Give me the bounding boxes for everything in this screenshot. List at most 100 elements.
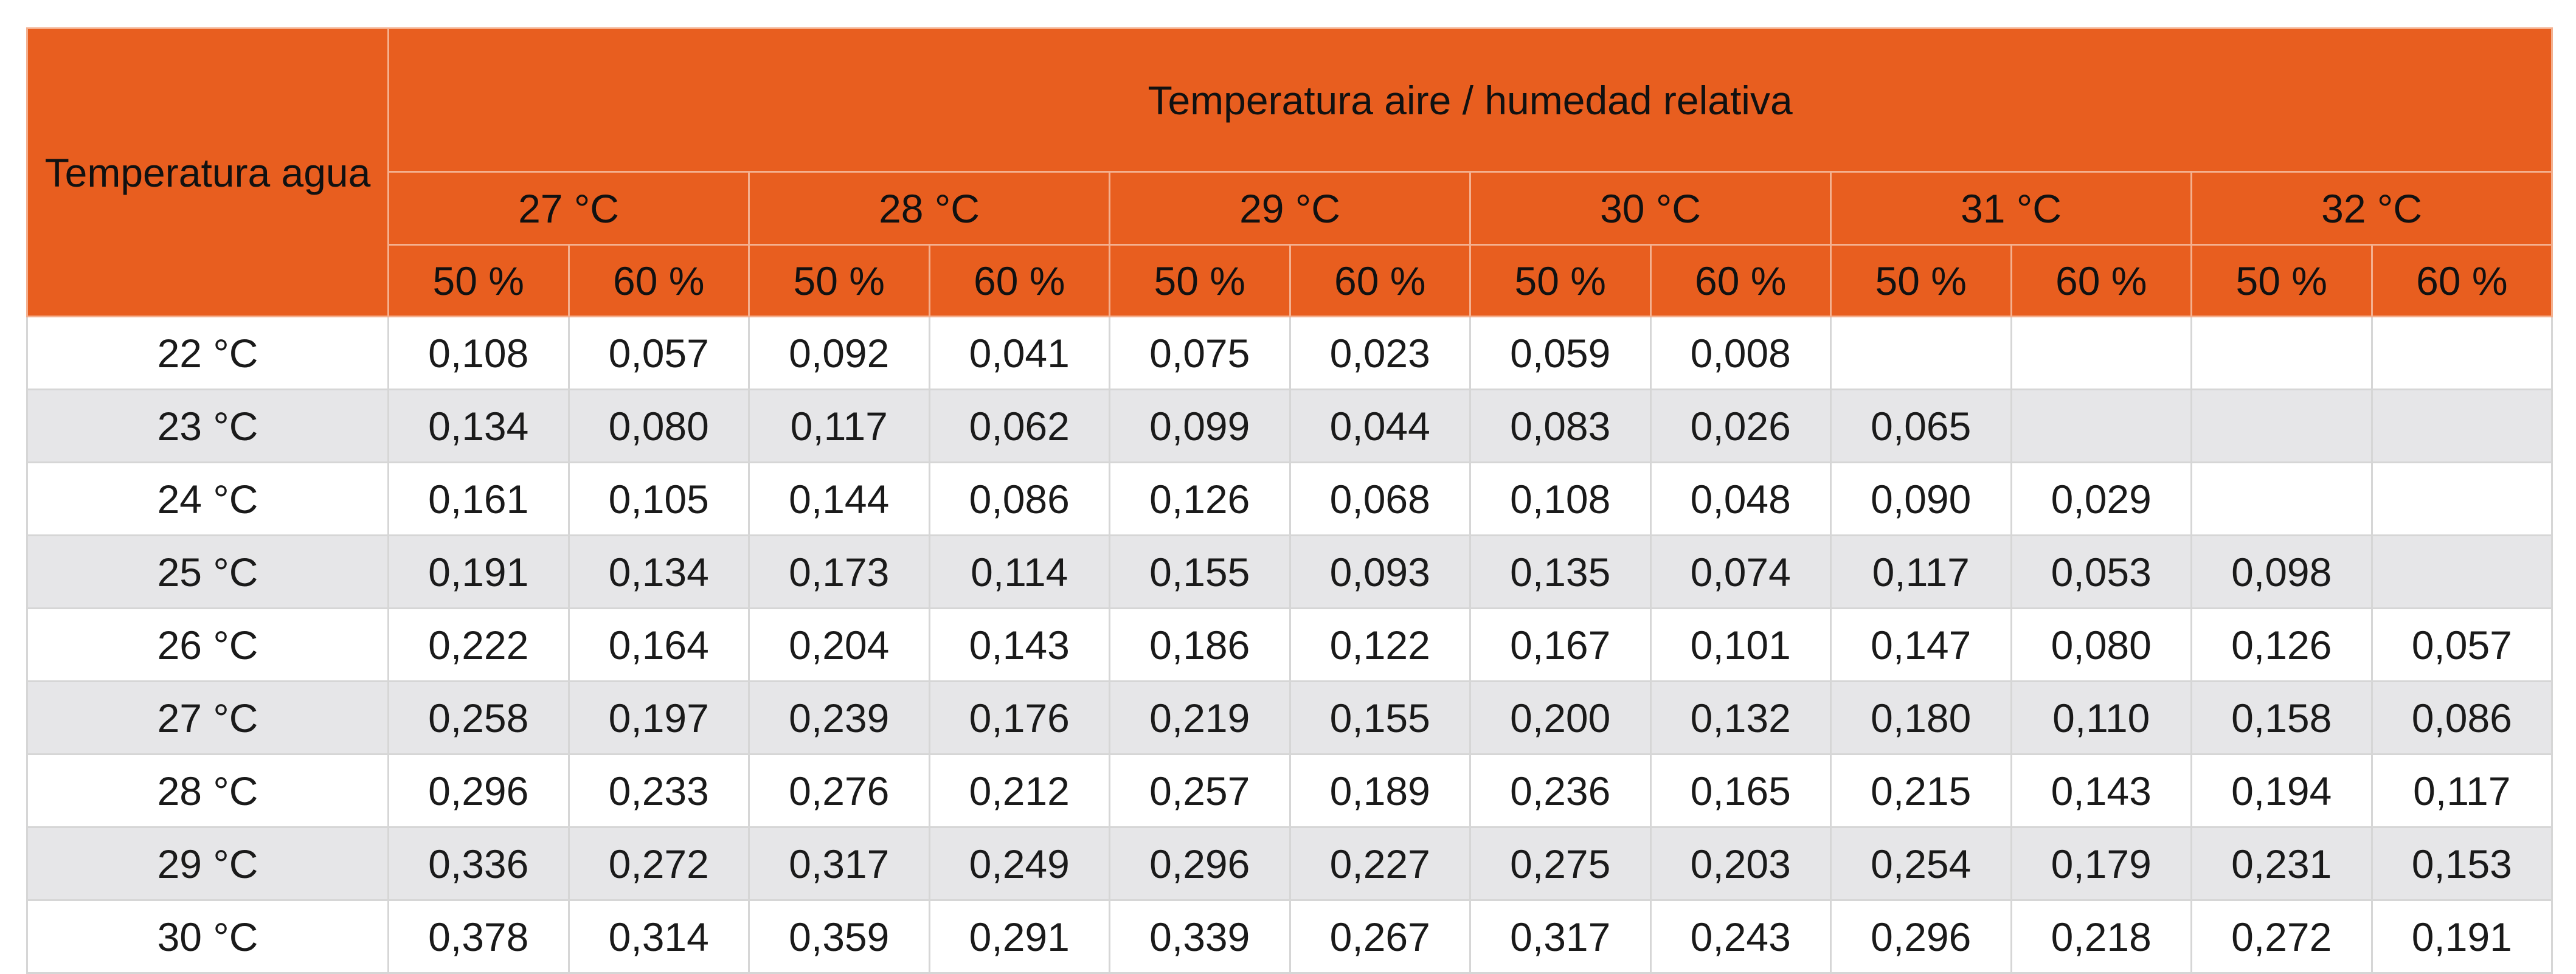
evaporation-value-cell: 0,059 [1469, 316, 1652, 390]
humidity-header: 60 % [928, 244, 1110, 317]
evaporation-value-cell: 0,057 [567, 316, 750, 390]
evaporation-value-cell: 0,008 [1649, 316, 1832, 390]
group-header: Temperatura aire / humedad relativa [387, 27, 2553, 173]
evaporation-value-cell: 0,108 [387, 316, 570, 390]
evaporation-value-cell: 0,057 [2370, 607, 2553, 682]
evaporation-value-cell [2370, 461, 2553, 536]
evaporation-value-cell: 0,191 [387, 534, 570, 609]
table-row: 29 °C 0,336 0,272 0,317 0,249 0,296 0,227 0,275… [26, 826, 2553, 901]
evaporation-value-cell: 0,093 [1289, 534, 1471, 609]
evaporation-value-cell: 0,134 [567, 534, 750, 609]
water-temperature-cell: 26 °C [26, 607, 389, 682]
evaporation-value-cell [2370, 534, 2553, 609]
evaporation-value-cell: 0,086 [2370, 680, 2553, 755]
table-header: Temperatura agua Temperatura aire / hume… [26, 27, 2553, 317]
evaporation-value-cell: 0,155 [1109, 534, 1291, 609]
evaporation-value-cell: 0,074 [1649, 534, 1832, 609]
evaporation-value-cell [2190, 461, 2373, 536]
humidity-header: 60 % [1289, 244, 1471, 317]
evaporation-value-cell: 0,189 [1289, 753, 1471, 828]
evaporation-value-cell: 0,041 [928, 316, 1110, 390]
evaporation-value-cell: 0,272 [567, 826, 750, 901]
evaporation-value-cell: 0,135 [1469, 534, 1652, 609]
evaporation-value-cell: 0,180 [1830, 680, 2012, 755]
humidity-header: 50 % [1830, 244, 2012, 317]
evaporation-value-cell: 0,219 [1109, 680, 1291, 755]
table-body: 22 °C 0,108 0,057 0,092 0,041 0,075 0,023 0,059… [26, 316, 2553, 974]
evaporation-value-cell: 0,065 [1830, 389, 2012, 463]
evaporation-value-cell: 0,204 [748, 607, 930, 682]
evaporation-value-cell [1830, 316, 2012, 390]
evaporation-value-cell: 0,117 [748, 389, 930, 463]
table-row: 27 °C 0,258 0,197 0,239 0,176 0,219 0,155 0,200… [26, 680, 2553, 755]
water-temperature-cell: 30 °C [26, 899, 389, 974]
water-temperature-cell: 24 °C [26, 461, 389, 536]
evaporation-value-cell: 0,173 [748, 534, 930, 609]
air-temperature-header: 28 °C [748, 171, 1110, 246]
evaporation-value-cell: 0,075 [1109, 316, 1291, 390]
evaporation-value-cell: 0,267 [1289, 899, 1471, 974]
evaporation-value-cell: 0,191 [2370, 899, 2553, 974]
humidity-header: 60 % [2370, 244, 2553, 317]
evaporation-value-cell: 0,122 [1289, 607, 1471, 682]
evaporation-value-cell: 0,048 [1649, 461, 1832, 536]
evaporation-value-cell: 0,029 [2010, 461, 2192, 536]
evaporation-value-cell: 0,086 [928, 461, 1110, 536]
evaporation-value-cell: 0,099 [1109, 389, 1291, 463]
evaporation-value-cell: 0,101 [1649, 607, 1832, 682]
evaporation-value-cell: 0,276 [748, 753, 930, 828]
evaporation-value-cell: 0,296 [1109, 826, 1291, 901]
evaporation-value-cell: 0,110 [2010, 680, 2192, 755]
air-temperature-header: 29 °C [1109, 171, 1471, 246]
air-temperature-header: 32 °C [2190, 171, 2553, 246]
evaporation-value-cell: 0,179 [2010, 826, 2192, 901]
evaporation-value-cell: 0,108 [1469, 461, 1652, 536]
evaporation-value-cell: 0,144 [748, 461, 930, 536]
table-row: 24 °C 0,161 0,105 0,144 0,086 0,126 0,068 0,108… [26, 461, 2553, 536]
evaporation-value-cell: 0,126 [1109, 461, 1291, 536]
humidity-header: 60 % [1649, 244, 1832, 317]
table-row: 22 °C 0,108 0,057 0,092 0,041 0,075 0,023 0,059… [26, 316, 2553, 390]
evaporation-value-cell: 0,117 [1830, 534, 2012, 609]
evaporation-value-cell: 0,258 [387, 680, 570, 755]
corner-header: Temperatura agua [26, 27, 389, 317]
evaporation-value-cell: 0,227 [1289, 826, 1471, 901]
evaporation-value-cell: 0,143 [2010, 753, 2192, 828]
evaporation-value-cell: 0,117 [2370, 753, 2553, 828]
evaporation-value-cell: 0,197 [567, 680, 750, 755]
table-row: 30 °C 0,378 0,314 0,359 0,291 0,339 0,267 0,317… [26, 899, 2553, 974]
evaporation-value-cell: 0,023 [1289, 316, 1471, 390]
humidity-header: 60 % [2010, 244, 2192, 317]
evaporation-value-cell: 0,231 [2190, 826, 2373, 901]
evaporation-value-cell: 0,164 [567, 607, 750, 682]
evaporation-value-cell: 0,147 [1830, 607, 2012, 682]
evaporation-value-cell: 0,083 [1469, 389, 1652, 463]
evaporation-value-cell: 0,053 [2010, 534, 2192, 609]
evaporation-value-cell: 0,249 [928, 826, 1110, 901]
evaporation-value-cell [2190, 389, 2373, 463]
evaporation-value-cell: 0,186 [1109, 607, 1291, 682]
evaporation-value-cell: 0,339 [1109, 899, 1291, 974]
evaporation-value-cell: 0,080 [2010, 607, 2192, 682]
evaporation-value-cell: 0,243 [1649, 899, 1832, 974]
evaporation-value-cell: 0,239 [748, 680, 930, 755]
evaporation-value-cell: 0,105 [567, 461, 750, 536]
evaporation-value-cell: 0,090 [1830, 461, 2012, 536]
evaporation-value-cell: 0,296 [387, 753, 570, 828]
evaporation-value-cell: 0,236 [1469, 753, 1652, 828]
header-row-air-temperatures: 27 °C 28 °C 29 °C 30 °C 31 °C 32 °C [27, 171, 2553, 246]
evaporation-table-container: Temperatura agua Temperatura aire / hume… [26, 27, 2553, 974]
header-row-title: Temperatura agua Temperatura aire / hume… [26, 27, 2553, 317]
air-temperature-header: 31 °C [1830, 171, 2192, 246]
evaporation-value-cell: 0,275 [1469, 826, 1652, 901]
table-row: 28 °C 0,296 0,233 0,276 0,212 0,257 0,189 0,236… [26, 753, 2553, 828]
evaporation-value-cell: 0,165 [1649, 753, 1832, 828]
water-temperature-cell: 27 °C [26, 680, 389, 755]
evaporation-value-cell: 0,359 [748, 899, 930, 974]
evaporation-value-cell: 0,215 [1830, 753, 2012, 828]
evaporation-value-cell: 0,026 [1649, 389, 1832, 463]
evaporation-value-cell: 0,218 [2010, 899, 2192, 974]
humidity-header: 50 % [2190, 244, 2373, 317]
evaporation-value-cell: 0,153 [2370, 826, 2553, 901]
evaporation-value-cell [2190, 316, 2373, 390]
